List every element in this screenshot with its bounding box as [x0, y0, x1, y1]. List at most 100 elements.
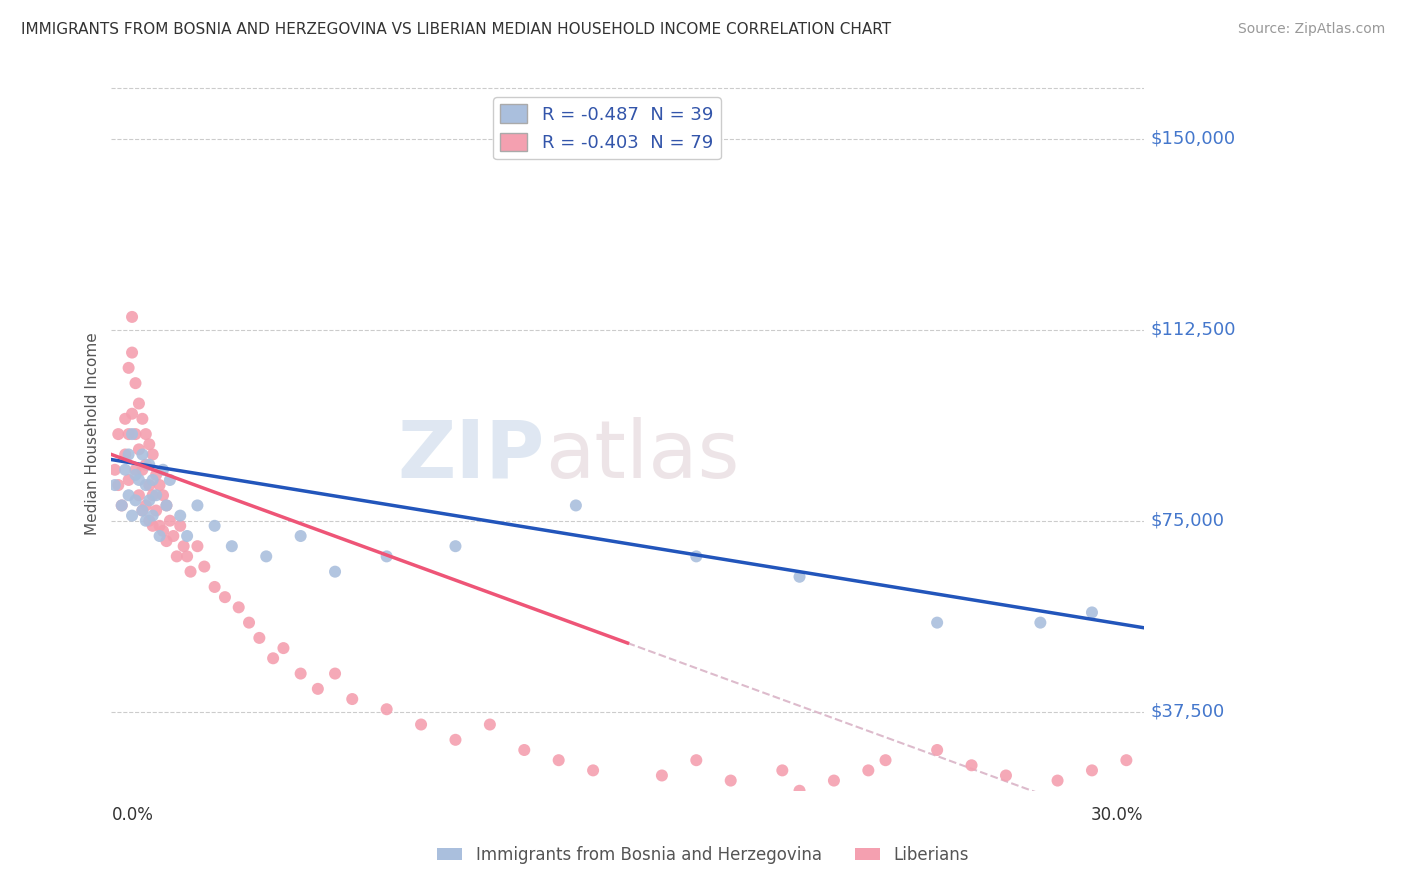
Text: $75,000: $75,000	[1150, 512, 1225, 530]
Point	[117, 448, 139, 462]
Point	[238, 615, 260, 630]
Point	[176, 529, 198, 543]
Point	[789, 570, 811, 584]
Point	[117, 473, 139, 487]
Point	[1081, 764, 1104, 778]
Point	[138, 478, 160, 492]
Point	[152, 463, 174, 477]
Point	[994, 768, 1017, 782]
Point	[142, 518, 165, 533]
Point	[547, 753, 569, 767]
Point	[121, 345, 143, 359]
Point	[135, 427, 157, 442]
Point	[124, 376, 146, 391]
Point	[117, 360, 139, 375]
Point	[770, 764, 793, 778]
Point	[960, 758, 983, 772]
Text: 0.0%: 0.0%	[111, 806, 153, 824]
Point	[273, 641, 295, 656]
Point	[131, 448, 153, 462]
Point	[1046, 773, 1069, 788]
Point	[186, 499, 208, 513]
Legend: Immigrants from Bosnia and Herzegovina, Liberians: Immigrants from Bosnia and Herzegovina, …	[430, 839, 976, 871]
Point	[162, 529, 184, 543]
Point	[375, 549, 398, 564]
Point	[111, 499, 134, 513]
Point	[142, 473, 165, 487]
Point	[290, 666, 312, 681]
Point	[375, 702, 398, 716]
Point	[262, 651, 284, 665]
Point	[117, 488, 139, 502]
Point	[254, 549, 277, 564]
Point	[582, 764, 605, 778]
Point	[135, 458, 157, 472]
Point	[111, 499, 134, 513]
Point	[247, 631, 270, 645]
Point	[651, 768, 673, 782]
Point	[858, 764, 880, 778]
Text: IMMIGRANTS FROM BOSNIA AND HERZEGOVINA VS LIBERIAN MEDIAN HOUSEHOLD INCOME CORRE: IMMIGRANTS FROM BOSNIA AND HERZEGOVINA V…	[21, 22, 891, 37]
Point	[128, 473, 150, 487]
Point	[131, 463, 153, 477]
Point	[307, 681, 329, 696]
Point	[124, 463, 146, 477]
Point	[193, 559, 215, 574]
Point	[135, 499, 157, 513]
Point	[104, 463, 127, 477]
Point	[221, 539, 243, 553]
Point	[290, 529, 312, 543]
Point	[104, 478, 127, 492]
Text: $37,500: $37,500	[1150, 703, 1225, 721]
Legend: R = -0.487  N = 39, R = -0.403  N = 79: R = -0.487 N = 39, R = -0.403 N = 79	[494, 97, 720, 160]
Point	[166, 549, 188, 564]
Point	[138, 458, 160, 472]
Point	[128, 396, 150, 410]
Point	[121, 407, 143, 421]
Point	[789, 784, 811, 798]
Point	[107, 427, 129, 442]
Point	[323, 565, 346, 579]
Point	[444, 539, 467, 553]
Point	[124, 427, 146, 442]
Point	[128, 488, 150, 502]
Text: $112,500: $112,500	[1150, 320, 1236, 339]
Point	[131, 503, 153, 517]
Point	[927, 615, 949, 630]
Point	[214, 590, 236, 604]
Point	[1081, 606, 1104, 620]
Point	[685, 753, 707, 767]
Point	[173, 539, 195, 553]
Point	[513, 743, 536, 757]
Text: ZIP: ZIP	[398, 417, 546, 494]
Point	[685, 549, 707, 564]
Point	[186, 539, 208, 553]
Point	[148, 529, 170, 543]
Point	[135, 514, 157, 528]
Text: $150,000: $150,000	[1150, 129, 1236, 147]
Point	[444, 732, 467, 747]
Point	[565, 499, 588, 513]
Point	[114, 448, 136, 462]
Point	[176, 549, 198, 564]
Point	[148, 478, 170, 492]
Text: 30.0%: 30.0%	[1091, 806, 1143, 824]
Point	[121, 508, 143, 523]
Point	[135, 478, 157, 492]
Point	[323, 666, 346, 681]
Point	[409, 717, 432, 731]
Point	[204, 518, 226, 533]
Point	[107, 478, 129, 492]
Point	[121, 427, 143, 442]
Point	[131, 503, 153, 517]
Point	[138, 493, 160, 508]
Point	[159, 473, 181, 487]
Point	[155, 499, 177, 513]
Point	[155, 534, 177, 549]
Point	[228, 600, 250, 615]
Point	[142, 508, 165, 523]
Point	[1115, 753, 1137, 767]
Point	[145, 503, 167, 517]
Point	[342, 692, 364, 706]
Point	[114, 463, 136, 477]
